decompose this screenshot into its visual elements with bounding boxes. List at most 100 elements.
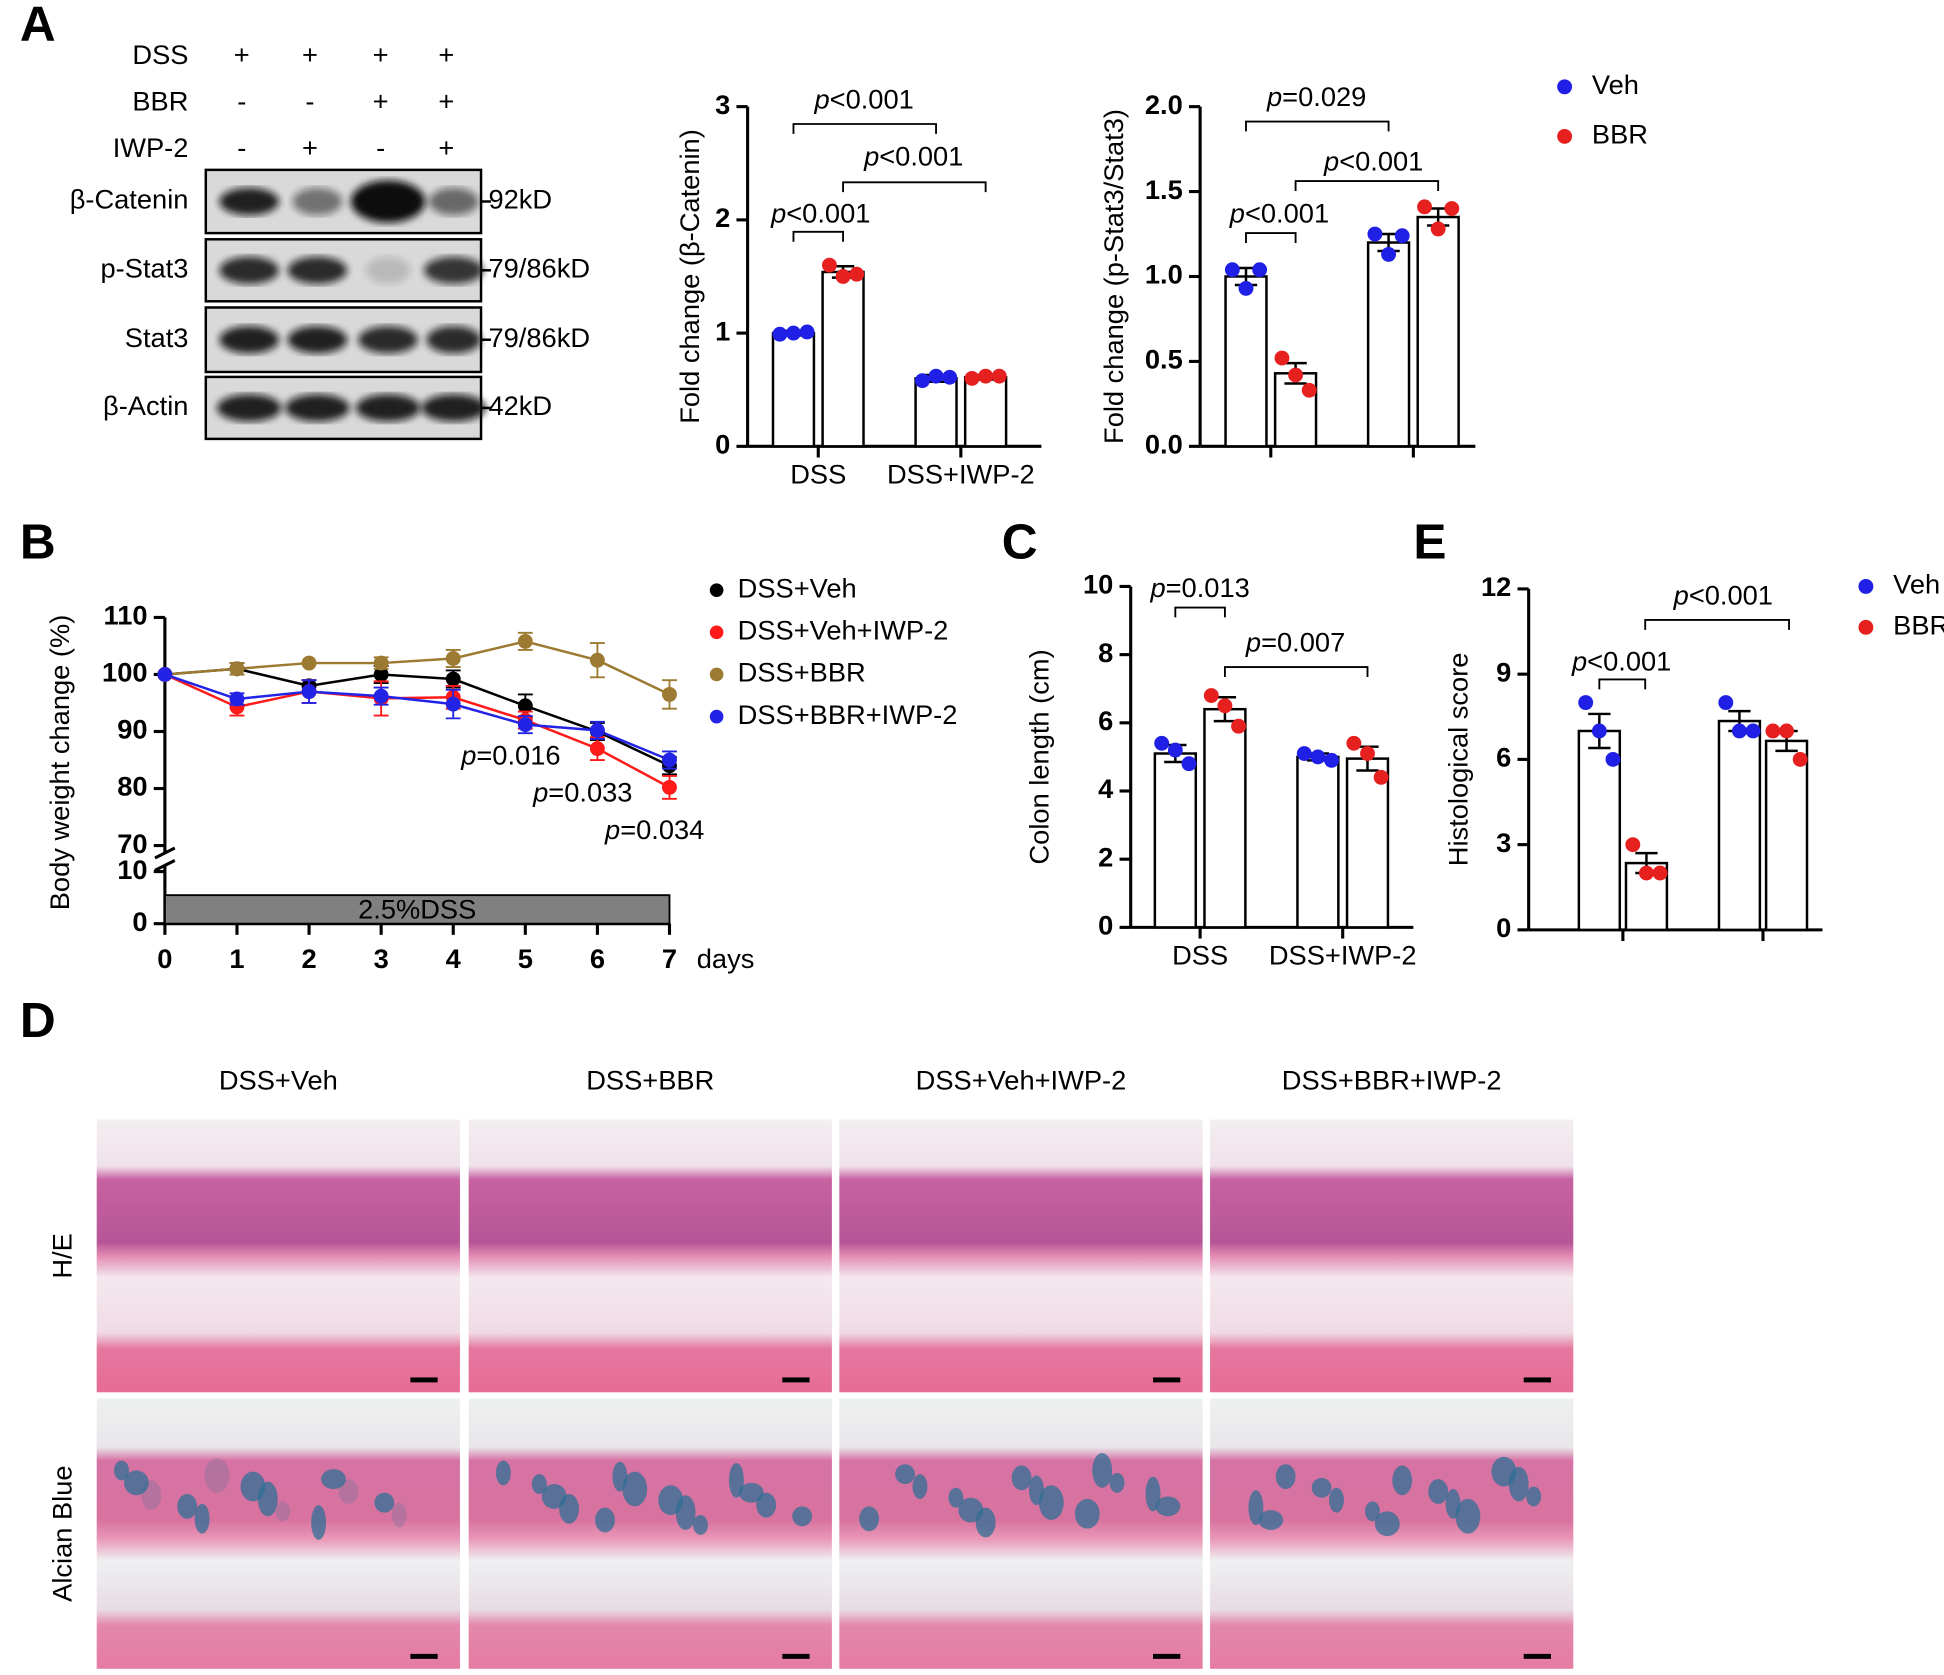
data-point — [1373, 769, 1389, 785]
blot-band — [424, 256, 484, 284]
blot-band — [421, 394, 486, 422]
significance-bracket — [792, 123, 937, 134]
legend-label: BBR — [1893, 610, 1944, 641]
bar — [1717, 719, 1762, 932]
data-point — [1417, 199, 1432, 215]
y-tick-label: 2.0 — [1145, 89, 1183, 120]
legend-marker — [1858, 579, 1874, 594]
data-point — [373, 667, 389, 682]
legend-label: DSS+BBR — [738, 657, 866, 688]
data-point — [914, 373, 930, 389]
treatment-sign: - — [305, 86, 314, 117]
p-value: p=0.016 — [460, 740, 560, 771]
data-point — [1731, 723, 1747, 739]
data-point — [589, 722, 605, 738]
goblet-cell — [114, 1460, 129, 1481]
data-point — [589, 741, 605, 757]
micrograph — [96, 1398, 460, 1669]
treatment-label: DSS — [132, 39, 188, 70]
goblet-cell — [595, 1507, 615, 1533]
protein-size: 42kD — [488, 390, 552, 421]
data-point — [1301, 382, 1317, 398]
goblet-cell — [738, 1482, 764, 1503]
data-point — [786, 325, 801, 341]
p-value: p=0.007 — [1245, 627, 1345, 658]
protein-name: β-Catenin — [70, 184, 189, 215]
data-point — [1394, 228, 1410, 244]
data-point — [1718, 695, 1734, 711]
goblet-cell — [622, 1471, 648, 1507]
data-point — [1639, 865, 1654, 881]
column-label: DSS+BBR — [586, 1065, 714, 1096]
y-tick-label: 10 — [117, 854, 147, 885]
panel-label: D — [20, 992, 56, 1048]
axis-break — [154, 846, 176, 872]
goblet-cell — [1258, 1510, 1284, 1530]
data-point — [1625, 837, 1641, 853]
goblet-cell — [1109, 1472, 1125, 1493]
significance-bracket — [1223, 666, 1369, 677]
data-point — [1296, 746, 1312, 761]
bar — [1203, 707, 1247, 929]
data-point — [1288, 367, 1304, 383]
data-point — [662, 686, 677, 702]
legend-label: DSS+BBR+IWP-2 — [738, 699, 958, 730]
data-point — [1252, 262, 1268, 278]
legend-label: BBR — [1592, 119, 1648, 150]
data-point — [445, 671, 461, 687]
series-line — [164, 673, 670, 762]
goblet-cell — [1365, 1501, 1380, 1522]
goblet-cell — [895, 1464, 915, 1485]
panel-label: E — [1413, 514, 1446, 570]
panel-label: C — [1002, 514, 1038, 570]
significance-bracket — [1174, 606, 1226, 618]
x-tick-label: 0 — [157, 943, 172, 974]
y-axis-label: Fold change (β-Catenin) — [674, 129, 705, 424]
data-point — [1745, 723, 1761, 739]
p-value: p=0.034 — [604, 814, 704, 845]
data-point — [589, 652, 605, 668]
goblet-cell — [1428, 1479, 1449, 1504]
micrograph — [96, 1119, 460, 1393]
legend-label: DSS+Veh+IWP-2 — [738, 615, 949, 646]
x-tick-label: 5 — [518, 943, 533, 974]
blot-band — [219, 326, 279, 354]
data-point — [1360, 746, 1375, 761]
data-point — [1652, 865, 1668, 881]
data-point — [1274, 350, 1290, 366]
p-value: p=0.033 — [532, 777, 632, 808]
p-value: p<0.001 — [1323, 146, 1423, 177]
y-tick-label: 0 — [132, 906, 147, 937]
blot-band — [355, 394, 421, 422]
goblet-cell — [975, 1507, 996, 1538]
data-point — [1578, 695, 1594, 711]
y-tick-label: 6 — [1496, 742, 1511, 773]
micrograph — [839, 1119, 1203, 1393]
treatment-sign: - — [237, 132, 246, 163]
data-point — [1367, 226, 1383, 242]
data-point — [964, 370, 980, 386]
data-point — [1430, 221, 1446, 237]
y-tick-label: 0.5 — [1145, 344, 1183, 375]
panel-label: A — [20, 0, 56, 51]
y-tick-label: 1 — [715, 315, 730, 346]
y-tick-label: 70 — [117, 828, 147, 859]
data-point — [991, 368, 1007, 384]
y-axis-label: Fold change (p-Stat3/Stat3) — [1098, 109, 1129, 444]
p-value: p<0.001 — [1229, 198, 1329, 229]
goblet-cell — [177, 1493, 198, 1519]
scale-bar — [1523, 1377, 1551, 1383]
goblet-cell — [275, 1501, 291, 1522]
treatment-sign: + — [373, 86, 389, 117]
data-point — [1346, 735, 1362, 751]
data-point — [301, 684, 317, 700]
goblet-cell — [194, 1503, 210, 1534]
data-point — [821, 257, 837, 273]
goblet-cell — [693, 1515, 708, 1535]
goblet-cell — [559, 1493, 579, 1524]
data-point — [229, 691, 245, 707]
x-tick-label: DSS+IWP-2 — [887, 458, 1035, 489]
goblet-cell — [311, 1505, 327, 1540]
data-point — [849, 266, 865, 282]
